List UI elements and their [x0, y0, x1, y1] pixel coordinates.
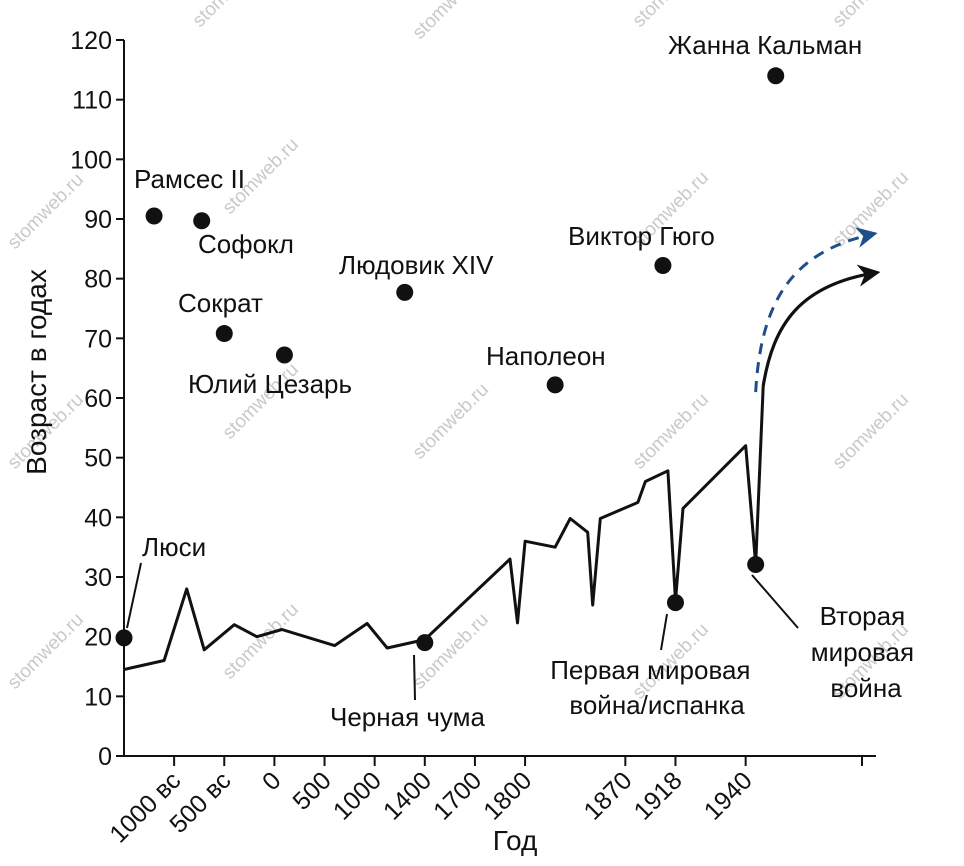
- data-point: [396, 283, 414, 301]
- label-ramses: Рамсес II: [134, 164, 245, 194]
- watermark-text: stomweb.ru: [409, 609, 493, 693]
- x-tick-label: 1870: [578, 766, 637, 825]
- data-point: [193, 212, 211, 230]
- data-point: [145, 207, 163, 225]
- watermark-text: stomweb.ru: [829, 389, 913, 473]
- y-tick-label: 30: [84, 564, 112, 592]
- y-tick-label: 10: [84, 683, 112, 711]
- label-lucy: Люси: [142, 532, 206, 562]
- y-tick-label: 80: [84, 266, 112, 294]
- projection-dashed-arrow: [754, 227, 878, 393]
- data-point: [215, 325, 233, 343]
- data-point: [275, 346, 293, 364]
- x-tick-label: 1400: [378, 766, 437, 825]
- data-point: [747, 555, 765, 573]
- watermark-text: stomweb.ru: [219, 599, 303, 683]
- data-point: [115, 629, 133, 647]
- x-tick-label: 0: [257, 766, 287, 796]
- leader-ww1: [660, 613, 668, 651]
- y-tick-label: 100: [70, 146, 112, 174]
- label-ww1-line2: война/испанка: [569, 690, 745, 720]
- watermark-text: stomweb.ru: [4, 169, 88, 253]
- label-ww2-line2: мировая: [811, 637, 914, 667]
- y-tick-label: 20: [84, 624, 112, 652]
- watermark-text: stomweb.ru: [409, 379, 493, 463]
- x-tick-label: 1700: [428, 766, 487, 825]
- label-napoleon: Наполеон: [486, 341, 606, 371]
- watermark-text: stomweb.ru: [829, 167, 913, 251]
- x-tick-label: 1000: [328, 766, 387, 825]
- label-socrates: Сократ: [178, 288, 263, 318]
- y-ticks: 0 10 20 30 40 50 60 70 80 90 100 110 120: [70, 27, 124, 771]
- x-tick-label: 1940: [699, 766, 758, 825]
- label-ww2-line3: война: [830, 673, 902, 703]
- y-tick-label: 90: [84, 206, 112, 234]
- projection-solid-arrow: [761, 264, 881, 387]
- y-tick-label: 110: [72, 87, 112, 115]
- y-axis-title: Возраст в годах: [21, 269, 52, 475]
- data-points: [115, 67, 785, 652]
- x-tick-label: 1918: [629, 766, 688, 825]
- label-ww1: Первая мировая война/испанка: [550, 655, 758, 720]
- x-tick-label: 1800: [478, 766, 537, 825]
- leader-plague: [413, 654, 416, 701]
- data-point: [767, 67, 785, 85]
- life-expectancy-series-line: [123, 386, 765, 671]
- data-point: [666, 594, 684, 612]
- y-tick-label: 50: [84, 445, 112, 473]
- watermark-text: stomweb.ru: [409, 0, 493, 44]
- y-tick-label: 40: [84, 504, 112, 532]
- label-sophocles: Софокл: [198, 229, 294, 259]
- watermark-text: stomweb.ru: [629, 0, 713, 32]
- y-tick-label: 120: [70, 27, 112, 55]
- data-point: [546, 376, 564, 394]
- data-point: [654, 257, 672, 275]
- label-calment: Жанна Кальман: [668, 30, 862, 60]
- y-tick-label: 60: [84, 385, 112, 413]
- leader-ww2: [751, 574, 799, 629]
- leader-lucy: [126, 562, 142, 629]
- label-plague: Черная чума: [330, 702, 485, 732]
- x-tick-label: 1000 вс: [104, 766, 186, 848]
- watermark-layer: stomweb.ru stomweb.ru stomweb.ru stomweb.ru…: [4, 0, 913, 704]
- label-ww2: Вторая мировая война: [811, 601, 922, 703]
- y-tick-label: 70: [84, 325, 112, 353]
- watermark-text: stomweb.ru: [629, 389, 713, 473]
- label-louis: Людовик XIV: [339, 250, 494, 280]
- label-caesar: Юлий Цезарь: [188, 369, 352, 399]
- label-hugo: Виктор Гюго: [568, 221, 715, 251]
- watermark-text: stomweb.ru: [189, 0, 273, 32]
- watermark-text: stomweb.ru: [4, 609, 88, 693]
- label-ww2-line1: Вторая: [820, 601, 906, 631]
- x-axis-title: Год: [493, 825, 538, 856]
- watermark-text: stomweb.ru: [829, 0, 913, 32]
- label-ww1-line1: Первая мировая: [550, 655, 750, 685]
- data-point: [416, 634, 434, 652]
- y-tick-label: 0: [98, 743, 112, 771]
